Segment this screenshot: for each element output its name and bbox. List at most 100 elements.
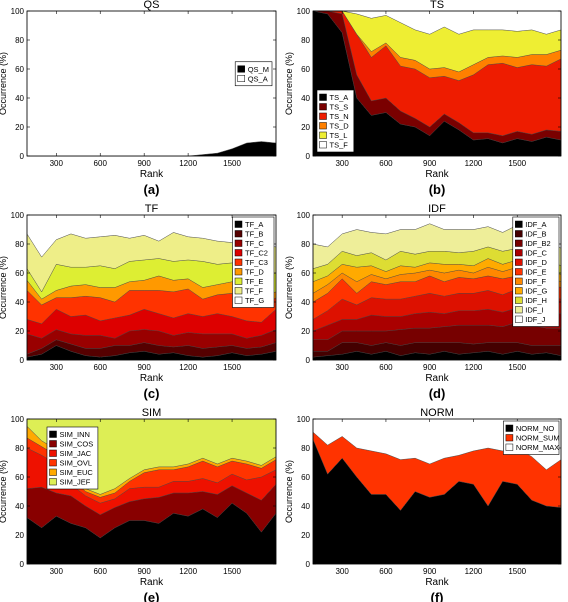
x-axis-label: Rank [140, 373, 164, 384]
legend-label-qs-m: QS_M [248, 65, 269, 74]
legend-label-tf-f: TF_F [245, 287, 263, 296]
legend-swatch-qs-m [237, 65, 245, 73]
legend-label-idf-f: IDF_F [525, 277, 546, 286]
legend-label-ts-n: TS_N [330, 112, 349, 121]
legend-label-sim-inn: SIM_INN [60, 430, 90, 439]
axes-frame [312, 418, 562, 565]
legend-label-norm-no: NORM_NO [516, 424, 555, 433]
y-tick-label: 80 [15, 36, 24, 45]
legend-swatch-sim-cos [49, 440, 57, 448]
x-tick-label: 300 [335, 567, 349, 576]
legend-swatch-tf-a [234, 220, 243, 228]
axes-frame [312, 214, 562, 361]
legend-swatch-ts-f [319, 141, 327, 149]
legend-swatch-idf-c [515, 249, 523, 257]
legend-label-idf-d: IDF_D [525, 258, 547, 267]
y-tick-label: 40 [301, 94, 310, 103]
x-axis-label: Rank [425, 373, 449, 384]
x-tick-label: 600 [94, 159, 108, 168]
x-tick-label: 300 [50, 363, 64, 372]
chart-title: NORM [420, 407, 454, 419]
panel-label: (c) [144, 386, 160, 401]
x-tick-label: 1200 [465, 159, 483, 168]
x-axis-label: Rank [140, 169, 164, 180]
x-tick-label: 600 [379, 159, 393, 168]
legend-swatch-idf-a [515, 220, 523, 228]
legend-swatch-sim-euc [49, 468, 57, 476]
y-tick-label: 40 [301, 502, 310, 511]
legend-label-sim-jef: SIM_JEF [60, 478, 91, 487]
legend-swatch-ts-s [319, 103, 327, 111]
legend-swatch-tf-f [234, 287, 243, 295]
y-tick-label: 0 [20, 152, 25, 161]
legend-label-idf-h: IDF_H [525, 296, 547, 305]
x-axis-label: Rank [425, 169, 449, 180]
legend-label-idf-c: IDF_C [525, 249, 547, 258]
y-axis-label: Occurrence (%) [0, 460, 8, 523]
legend-label-tf-c3: TF_C3 [245, 258, 268, 267]
panel-1: 0 20 40 60 80 100 300 600 900 1200 1500 QS Rank Occur… [0, 0, 277, 197]
legend: QS_MQS_A [234, 61, 273, 87]
chart-title: TS [430, 0, 444, 11]
y-tick-label: 80 [15, 240, 24, 249]
legend-swatch-tf-c [234, 239, 243, 247]
x-tick-label: 600 [94, 363, 108, 372]
legend-label-sim-cos: SIM_COS [60, 440, 94, 449]
legend-label-idf-b: IDF_B [525, 230, 546, 239]
x-tick-label: 600 [379, 363, 393, 372]
y-tick-label: 0 [20, 356, 25, 365]
legend-swatch-ts-n [319, 112, 327, 120]
legend-label-idf-i: IDF_I [525, 306, 543, 315]
legend-swatch-idf-f [515, 277, 523, 285]
x-tick-label: 1200 [179, 159, 197, 168]
x-tick-label: 1200 [179, 567, 197, 576]
y-tick-label: 40 [15, 298, 24, 307]
axes-frame [26, 10, 277, 157]
x-tick-label: 1500 [223, 567, 241, 576]
legend-label-sim-euc: SIM_EUC [60, 468, 94, 477]
x-tick-label: 900 [137, 363, 151, 372]
y-tick-label: 80 [301, 444, 310, 453]
chart-title: IDF [428, 203, 446, 215]
y-tick-label: 40 [301, 298, 310, 307]
legend-swatch-sim-jef [49, 478, 57, 486]
panel-label: (f) [431, 590, 444, 602]
legend-swatch-idf-i [515, 306, 523, 314]
legend-swatch-idf-b [515, 230, 523, 238]
legend-label-ts-f: TS_F [330, 141, 349, 150]
legend: TS_ATS_STS_NTS_DTS_LTS_F [316, 89, 355, 153]
legend-label-tf-b: TF_B [245, 230, 263, 239]
x-tick-label: 1200 [465, 567, 483, 576]
y-axis-label: Occurrence (%) [0, 52, 8, 115]
legend-label-idf-j: IDF_J [525, 315, 545, 324]
chart-title: TF [145, 203, 159, 215]
panel-2: 0 20 40 60 80 100 300 600 900 1200 1500 TS Rank Occur… [284, 0, 562, 197]
y-tick-label: 60 [301, 65, 310, 74]
y-tick-label: 100 [11, 415, 25, 424]
legend-swatch-ts-l [319, 131, 327, 139]
x-tick-label: 600 [379, 567, 393, 576]
y-tick-label: 0 [306, 560, 311, 569]
legend-swatch-tf-g [234, 296, 243, 304]
legend-label-tf-d: TF_D [245, 268, 264, 277]
legend-swatch-tf-b [234, 230, 243, 238]
panel-label: (b) [429, 182, 446, 197]
x-tick-label: 900 [423, 363, 437, 372]
legend-label-tf-c: TF_C [245, 239, 264, 248]
legend-swatch-idf-g [515, 287, 523, 295]
legend-label-ts-s: TS_S [330, 103, 349, 112]
chart-title: SIM [142, 407, 162, 419]
panel-3: 0 20 40 60 80 100 300 600 900 1200 1500 TF Rank Occur… [0, 203, 277, 401]
legend-label-sim-jac: SIM_JAC [60, 449, 92, 458]
y-tick-label: 60 [301, 269, 310, 278]
y-tick-label: 20 [15, 123, 24, 132]
legend-label-ts-a: TS_A [330, 93, 349, 102]
legend-swatch-tf-c3 [234, 258, 243, 266]
legend-swatch-ts-d [319, 122, 327, 130]
legend-label-norm-sum: NORM_SUM [516, 434, 560, 443]
x-tick-label: 1500 [508, 159, 526, 168]
legend-swatch-sim-jac [49, 449, 57, 457]
